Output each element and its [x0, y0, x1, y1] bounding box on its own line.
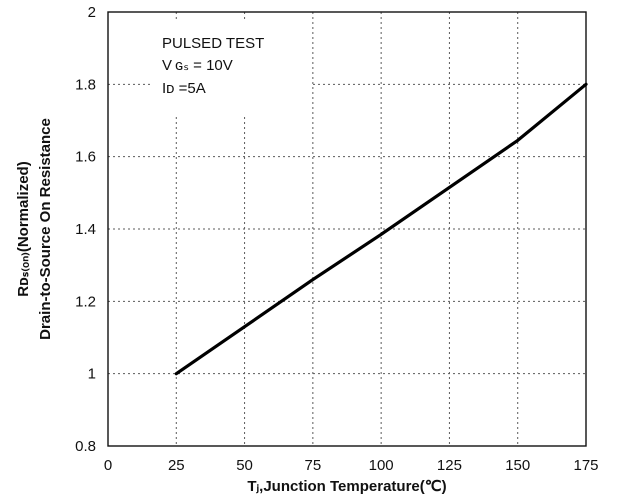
y-tick-label: 2	[88, 4, 96, 21]
annotation-line-2: V ɢₛ = 10V	[162, 57, 233, 74]
y-axis-title-line-2: Drain-to-Source On Resistance	[37, 118, 54, 340]
x-tick-label: 25	[168, 457, 185, 474]
x-tick-label: 150	[505, 457, 530, 474]
x-tick-label: 0	[104, 457, 112, 474]
plot-area-frame	[107, 11, 587, 447]
y-tick-label: 0.8	[75, 438, 96, 455]
y-tick-label: 1.4	[75, 221, 96, 238]
annotation: PULSED TEST V ɢₛ = 10V Iᴅ =5A	[162, 35, 264, 97]
annotation-line-3: Iᴅ =5A	[162, 80, 206, 97]
x-tick-label: 50	[236, 457, 253, 474]
series-line	[174, 82, 588, 376]
y-tick-label: 1.8	[75, 76, 96, 93]
x-axis-ticks: 0 25 50 75 100 125 150 175	[104, 457, 599, 474]
y-axis-title-line-1: Rᴅₛ₍ₒₙ₎(Normalized)	[15, 161, 32, 296]
y-axis-ticks: 0.8 1 1.2 1.4 1.6 1.8 2	[75, 4, 96, 455]
y-tick-label: 1.6	[75, 149, 96, 166]
x-axis-title: Tⱼ,Junction Temperature(℃)	[247, 478, 446, 495]
y-tick-label: 1	[88, 366, 96, 383]
annotation-line-1: PULSED TEST	[162, 35, 264, 52]
y-tick-label: 1.2	[75, 293, 96, 310]
series	[174, 82, 588, 376]
x-tick-label: 100	[369, 457, 394, 474]
annotation-background	[150, 22, 312, 114]
x-tick-label: 125	[437, 457, 462, 474]
x-tick-label: 175	[573, 457, 598, 474]
x-tick-label: 75	[305, 457, 322, 474]
